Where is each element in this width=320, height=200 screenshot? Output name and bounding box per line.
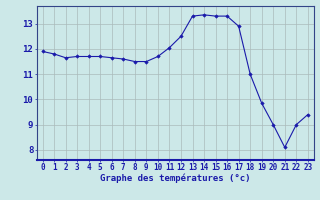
X-axis label: Graphe des températures (°c): Graphe des températures (°c) (100, 173, 251, 183)
